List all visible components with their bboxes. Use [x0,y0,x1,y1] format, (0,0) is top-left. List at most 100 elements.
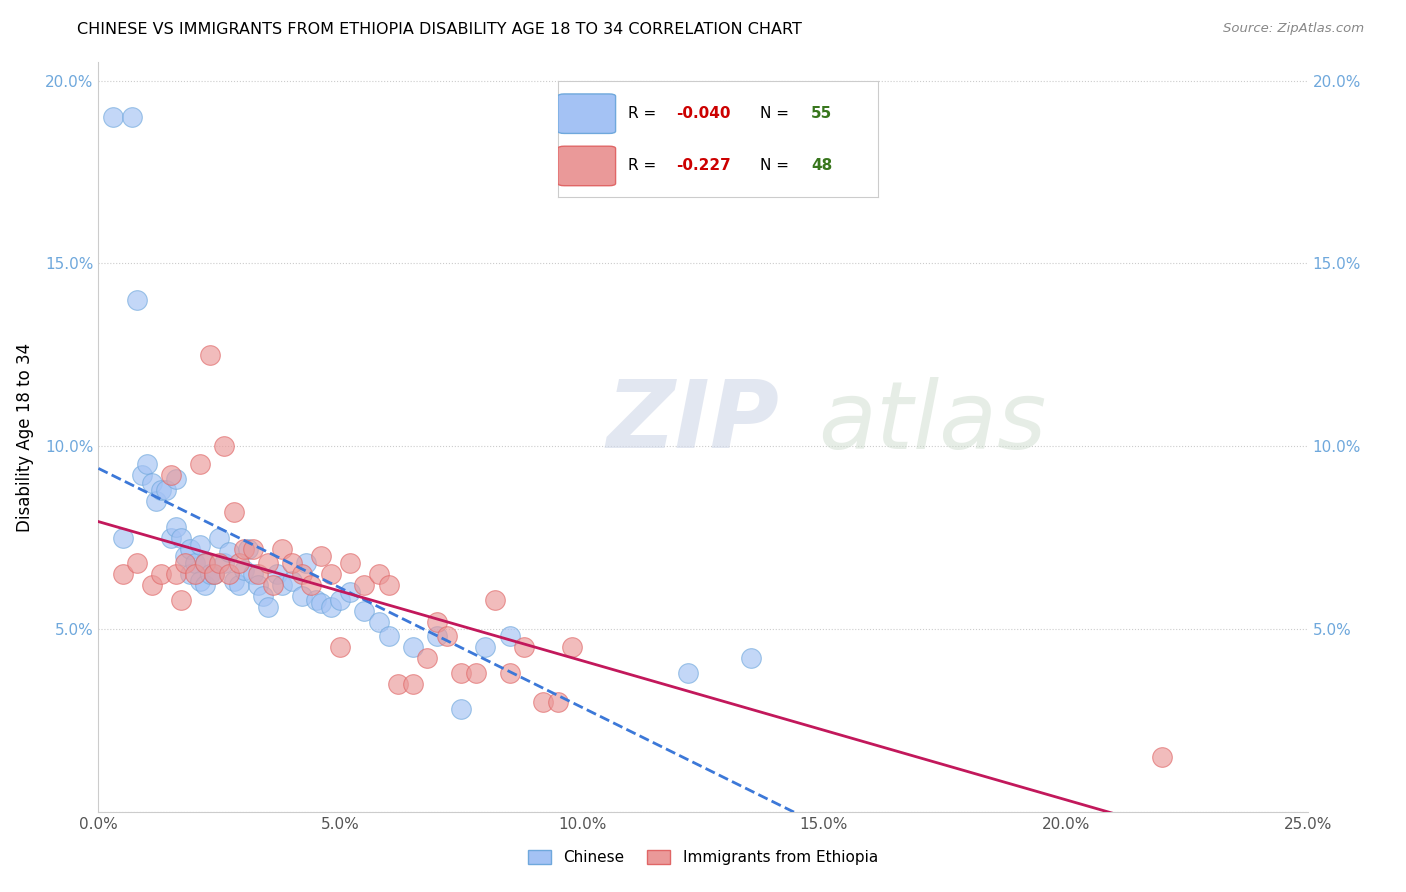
Point [353,578,375,592]
Point [111,531,134,545]
Point [377,629,399,643]
Point [281,556,304,570]
Point [121,110,143,124]
Point [212,556,235,570]
Point [368,567,391,582]
Point [290,589,312,603]
Point [295,556,318,570]
Point [426,615,449,629]
Point [238,541,260,556]
Point [111,567,134,582]
Point [678,665,700,680]
Point [242,541,264,556]
Point [174,549,197,563]
Point [290,567,312,582]
Point [184,556,207,570]
Point [484,592,506,607]
Point [184,567,207,582]
Point [165,567,187,582]
Legend: Chinese, Immigrants from Ethiopia: Chinese, Immigrants from Ethiopia [522,844,884,871]
Point [309,549,332,563]
Point [198,348,221,362]
Point [204,567,226,582]
Point [198,567,221,582]
Text: Source: ZipAtlas.com: Source: ZipAtlas.com [1223,22,1364,36]
Point [339,556,361,570]
Point [299,578,322,592]
Point [222,574,245,589]
Point [498,629,520,643]
Point [131,468,153,483]
Point [222,505,245,519]
Point [319,600,342,615]
Point [160,468,183,483]
Text: ZIP: ZIP [606,376,779,468]
Point [127,556,149,570]
Point [402,677,425,691]
Point [174,556,197,570]
Point [160,531,183,545]
Point [450,665,472,680]
Point [353,604,375,618]
Point [1152,750,1174,764]
Point [252,589,274,603]
Point [228,556,250,570]
Point [228,578,250,592]
Point [531,695,554,709]
Point [218,567,240,582]
Point [194,578,217,592]
Point [271,578,294,592]
Point [329,592,352,607]
Point [208,531,231,545]
Point [242,567,264,582]
Text: CHINESE VS IMMIGRANTS FROM ETHIOPIA DISABILITY AGE 18 TO 34 CORRELATION CHART: CHINESE VS IMMIGRANTS FROM ETHIOPIA DISA… [77,22,803,37]
Point [271,541,294,556]
Point [266,567,288,582]
Point [416,651,439,665]
Point [740,651,762,665]
Point [194,556,217,570]
Point [232,564,254,578]
Point [329,640,352,655]
Point [561,640,583,655]
Point [513,640,536,655]
Point [281,574,304,589]
Point [247,578,270,592]
Point [155,483,177,497]
Point [256,600,278,615]
Point [150,483,173,497]
Point [127,293,149,307]
Point [450,702,472,716]
Point [256,556,278,570]
Point [426,629,449,643]
Point [135,458,157,472]
Point [547,695,569,709]
Point [141,475,163,490]
Point [402,640,425,655]
Point [339,585,361,599]
Point [377,578,399,592]
Point [188,574,211,589]
Point [101,110,124,124]
Point [204,567,226,582]
Point [169,592,191,607]
Point [262,578,284,592]
Y-axis label: Disability Age 18 to 34: Disability Age 18 to 34 [15,343,34,532]
Point [436,629,458,643]
Point [194,556,217,570]
Point [188,538,211,552]
Point [305,592,328,607]
Point [169,531,191,545]
Point [218,545,240,559]
Point [232,541,254,556]
Point [179,567,201,582]
Point [208,556,231,570]
Point [498,665,520,680]
Text: atlas: atlas [818,376,1046,467]
Point [309,596,332,610]
Point [247,567,270,582]
Point [141,578,163,592]
Point [464,665,486,680]
Point [145,494,167,508]
Point [165,519,187,533]
